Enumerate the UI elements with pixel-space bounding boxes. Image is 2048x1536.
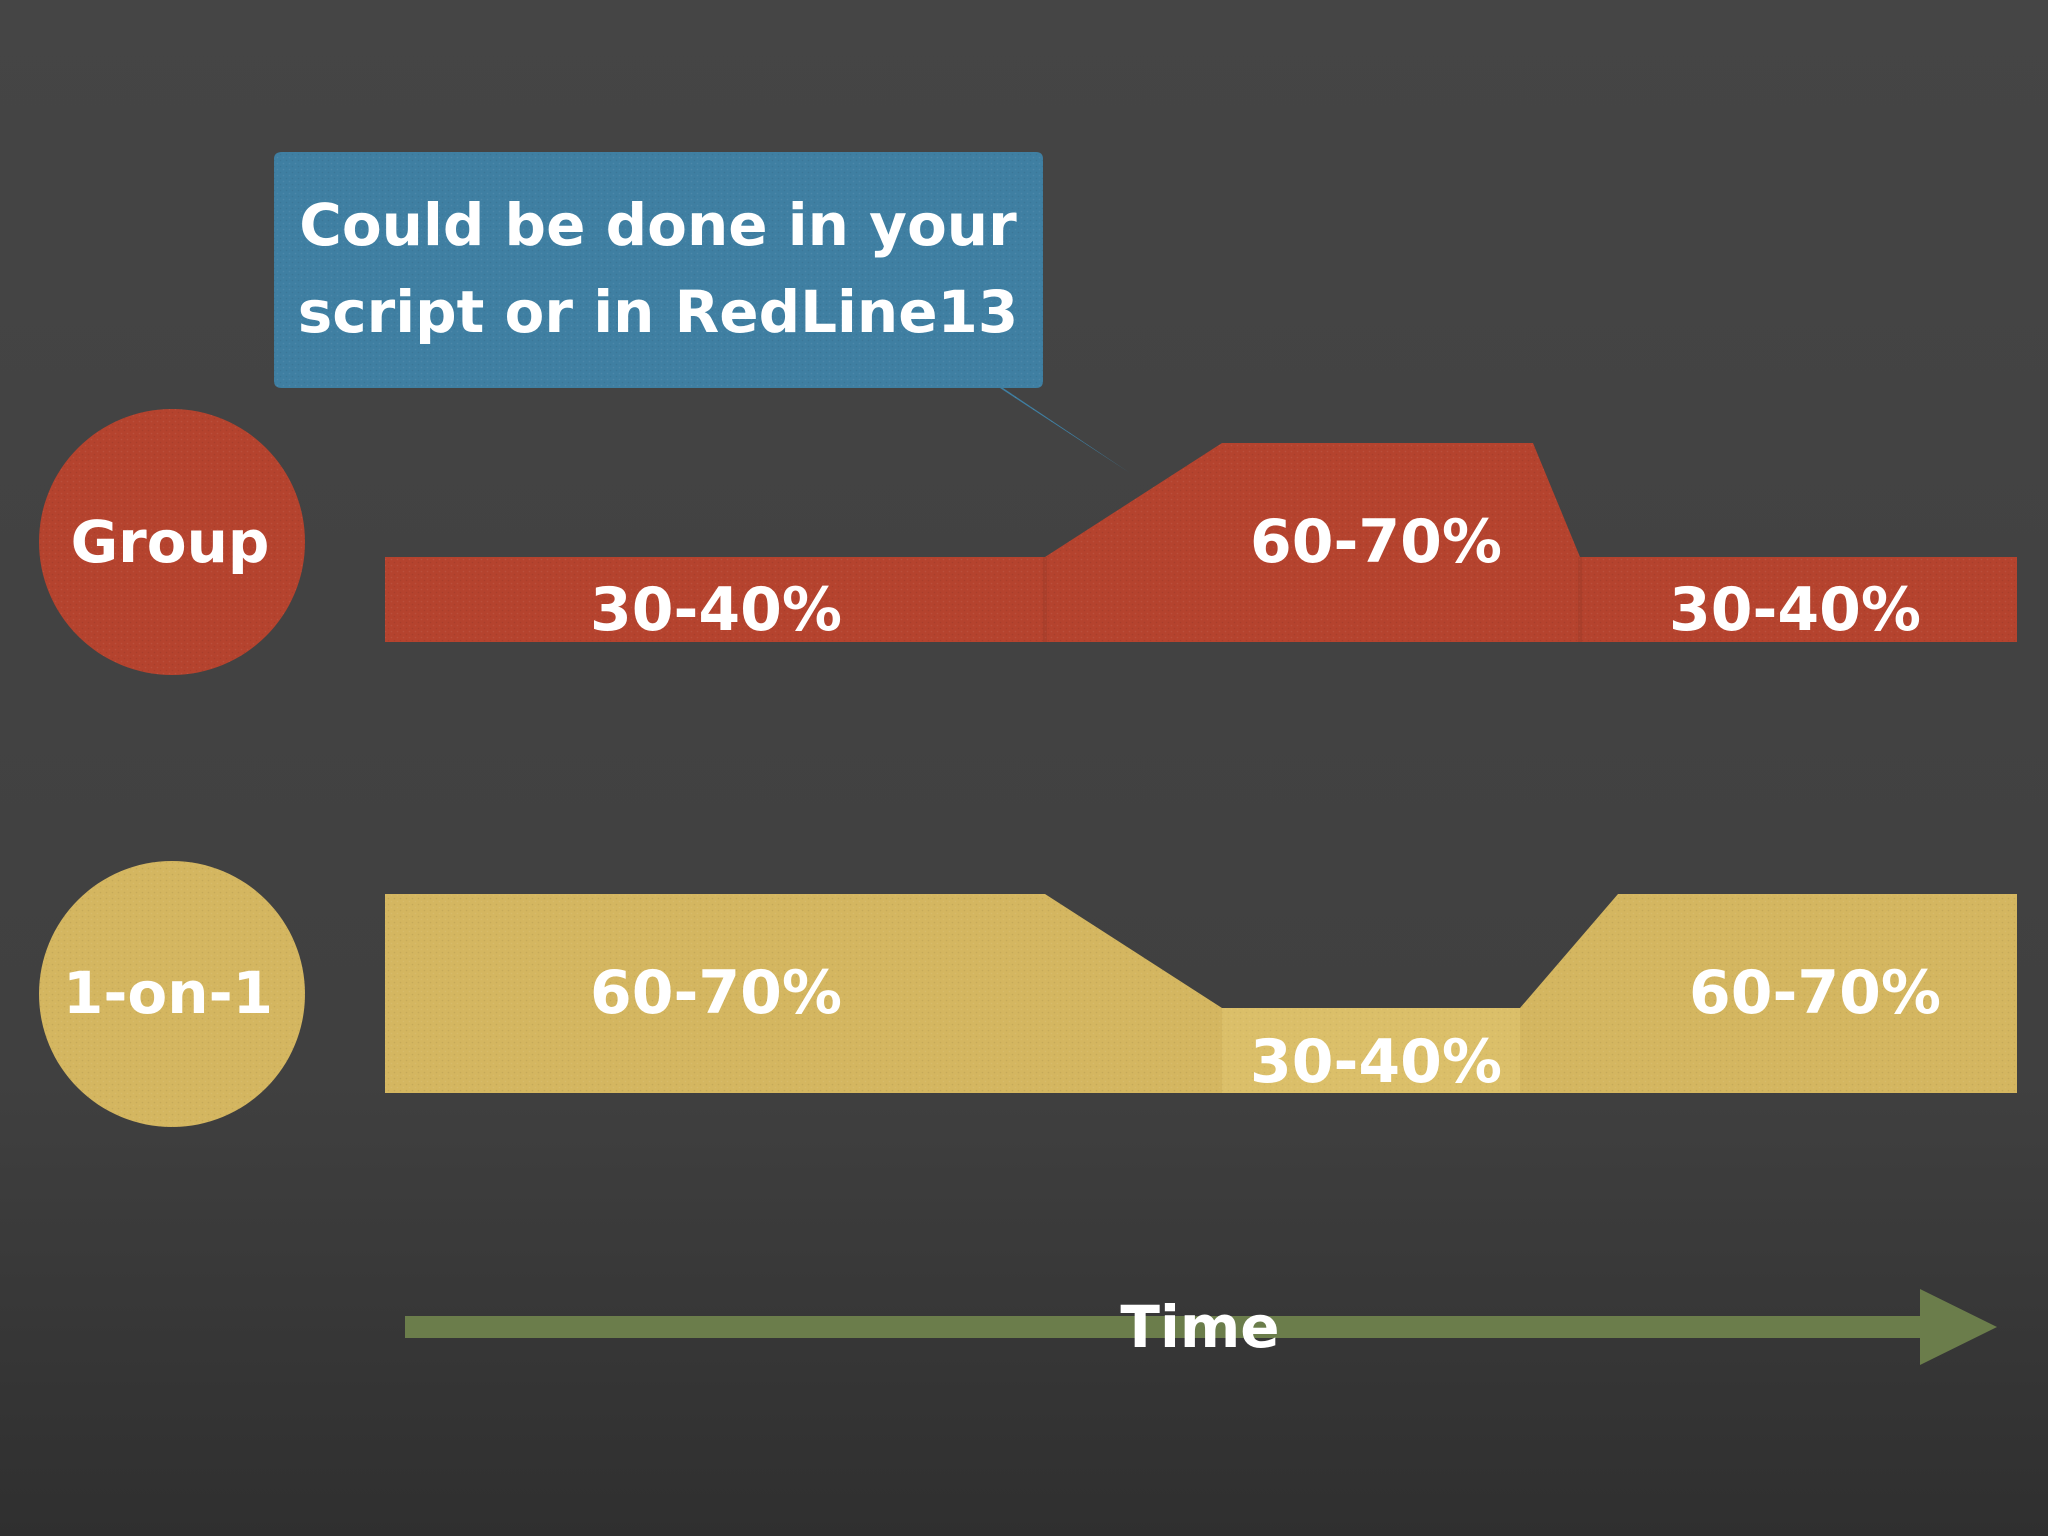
group-segment-2-label: 60-70% [1250, 507, 1502, 577]
time-arrow-shaft [405, 1316, 1925, 1338]
time-axis: Time [405, 1289, 1997, 1365]
one-on-one-label: 1-on-1 [63, 959, 273, 1027]
one-on-one-segment-2-label: 30-40% [1250, 1027, 1502, 1097]
time-arrow-head [1920, 1289, 1997, 1365]
callout-line-1: Could be done in your [299, 191, 1017, 259]
group-label: Group [71, 508, 270, 576]
group-segment-3-label: 30-40% [1669, 575, 1921, 645]
group-segment-1-label: 30-40% [590, 575, 842, 645]
group-row: Group 30-40% 60-70% 30-40% [39, 409, 2017, 675]
one-on-one-segment-3-label: 60-70% [1689, 958, 1941, 1028]
one-on-one-segment-1-label: 60-70% [590, 958, 842, 1028]
callout-bubble: Could be done in your script or in RedLi… [274, 152, 1130, 473]
one-on-one-row: 1-on-1 60-70% 30-40% 60-70% [39, 861, 2017, 1127]
time-label: Time [1120, 1293, 1279, 1361]
callout-line-2: script or in RedLine13 [298, 278, 1019, 346]
